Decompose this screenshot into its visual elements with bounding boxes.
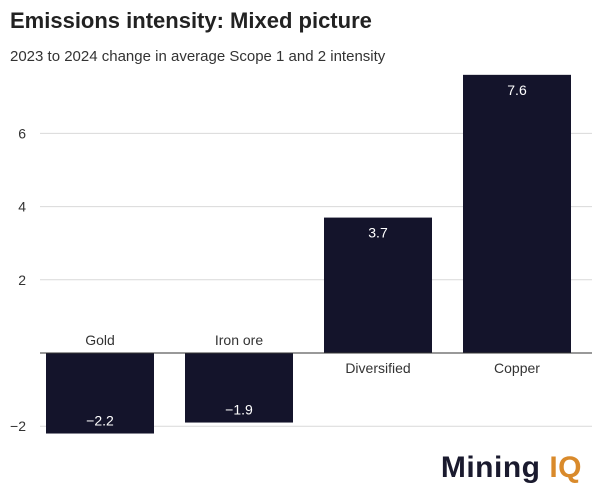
- category-label: Iron ore: [215, 332, 263, 348]
- bar: [463, 74, 571, 353]
- bar: [324, 217, 432, 353]
- y-tick-label: 2: [18, 272, 26, 288]
- bar: [185, 353, 293, 423]
- data-label: −2.2: [86, 413, 114, 429]
- category-label: Copper: [494, 360, 540, 376]
- chart-title: Emissions intensity: Mixed picture: [10, 8, 372, 33]
- data-label: −1.9: [225, 402, 253, 418]
- logo-accent: IQ: [549, 451, 582, 484]
- category-label: Gold: [85, 332, 115, 348]
- chart-subtitle: 2023 to 2024 change in average Scope 1 a…: [10, 48, 386, 65]
- y-tick-label: −2: [10, 418, 26, 434]
- y-tick-label: 6: [18, 125, 26, 141]
- y-tick-label: 4: [18, 199, 26, 215]
- data-label: 7.6: [507, 82, 527, 98]
- bar: [46, 353, 154, 434]
- logo-text: Mining: [440, 451, 541, 484]
- data-label: 3.7: [368, 225, 388, 241]
- mining-iq-logo: Mining IQ: [441, 451, 582, 485]
- category-label: Diversified: [345, 360, 410, 376]
